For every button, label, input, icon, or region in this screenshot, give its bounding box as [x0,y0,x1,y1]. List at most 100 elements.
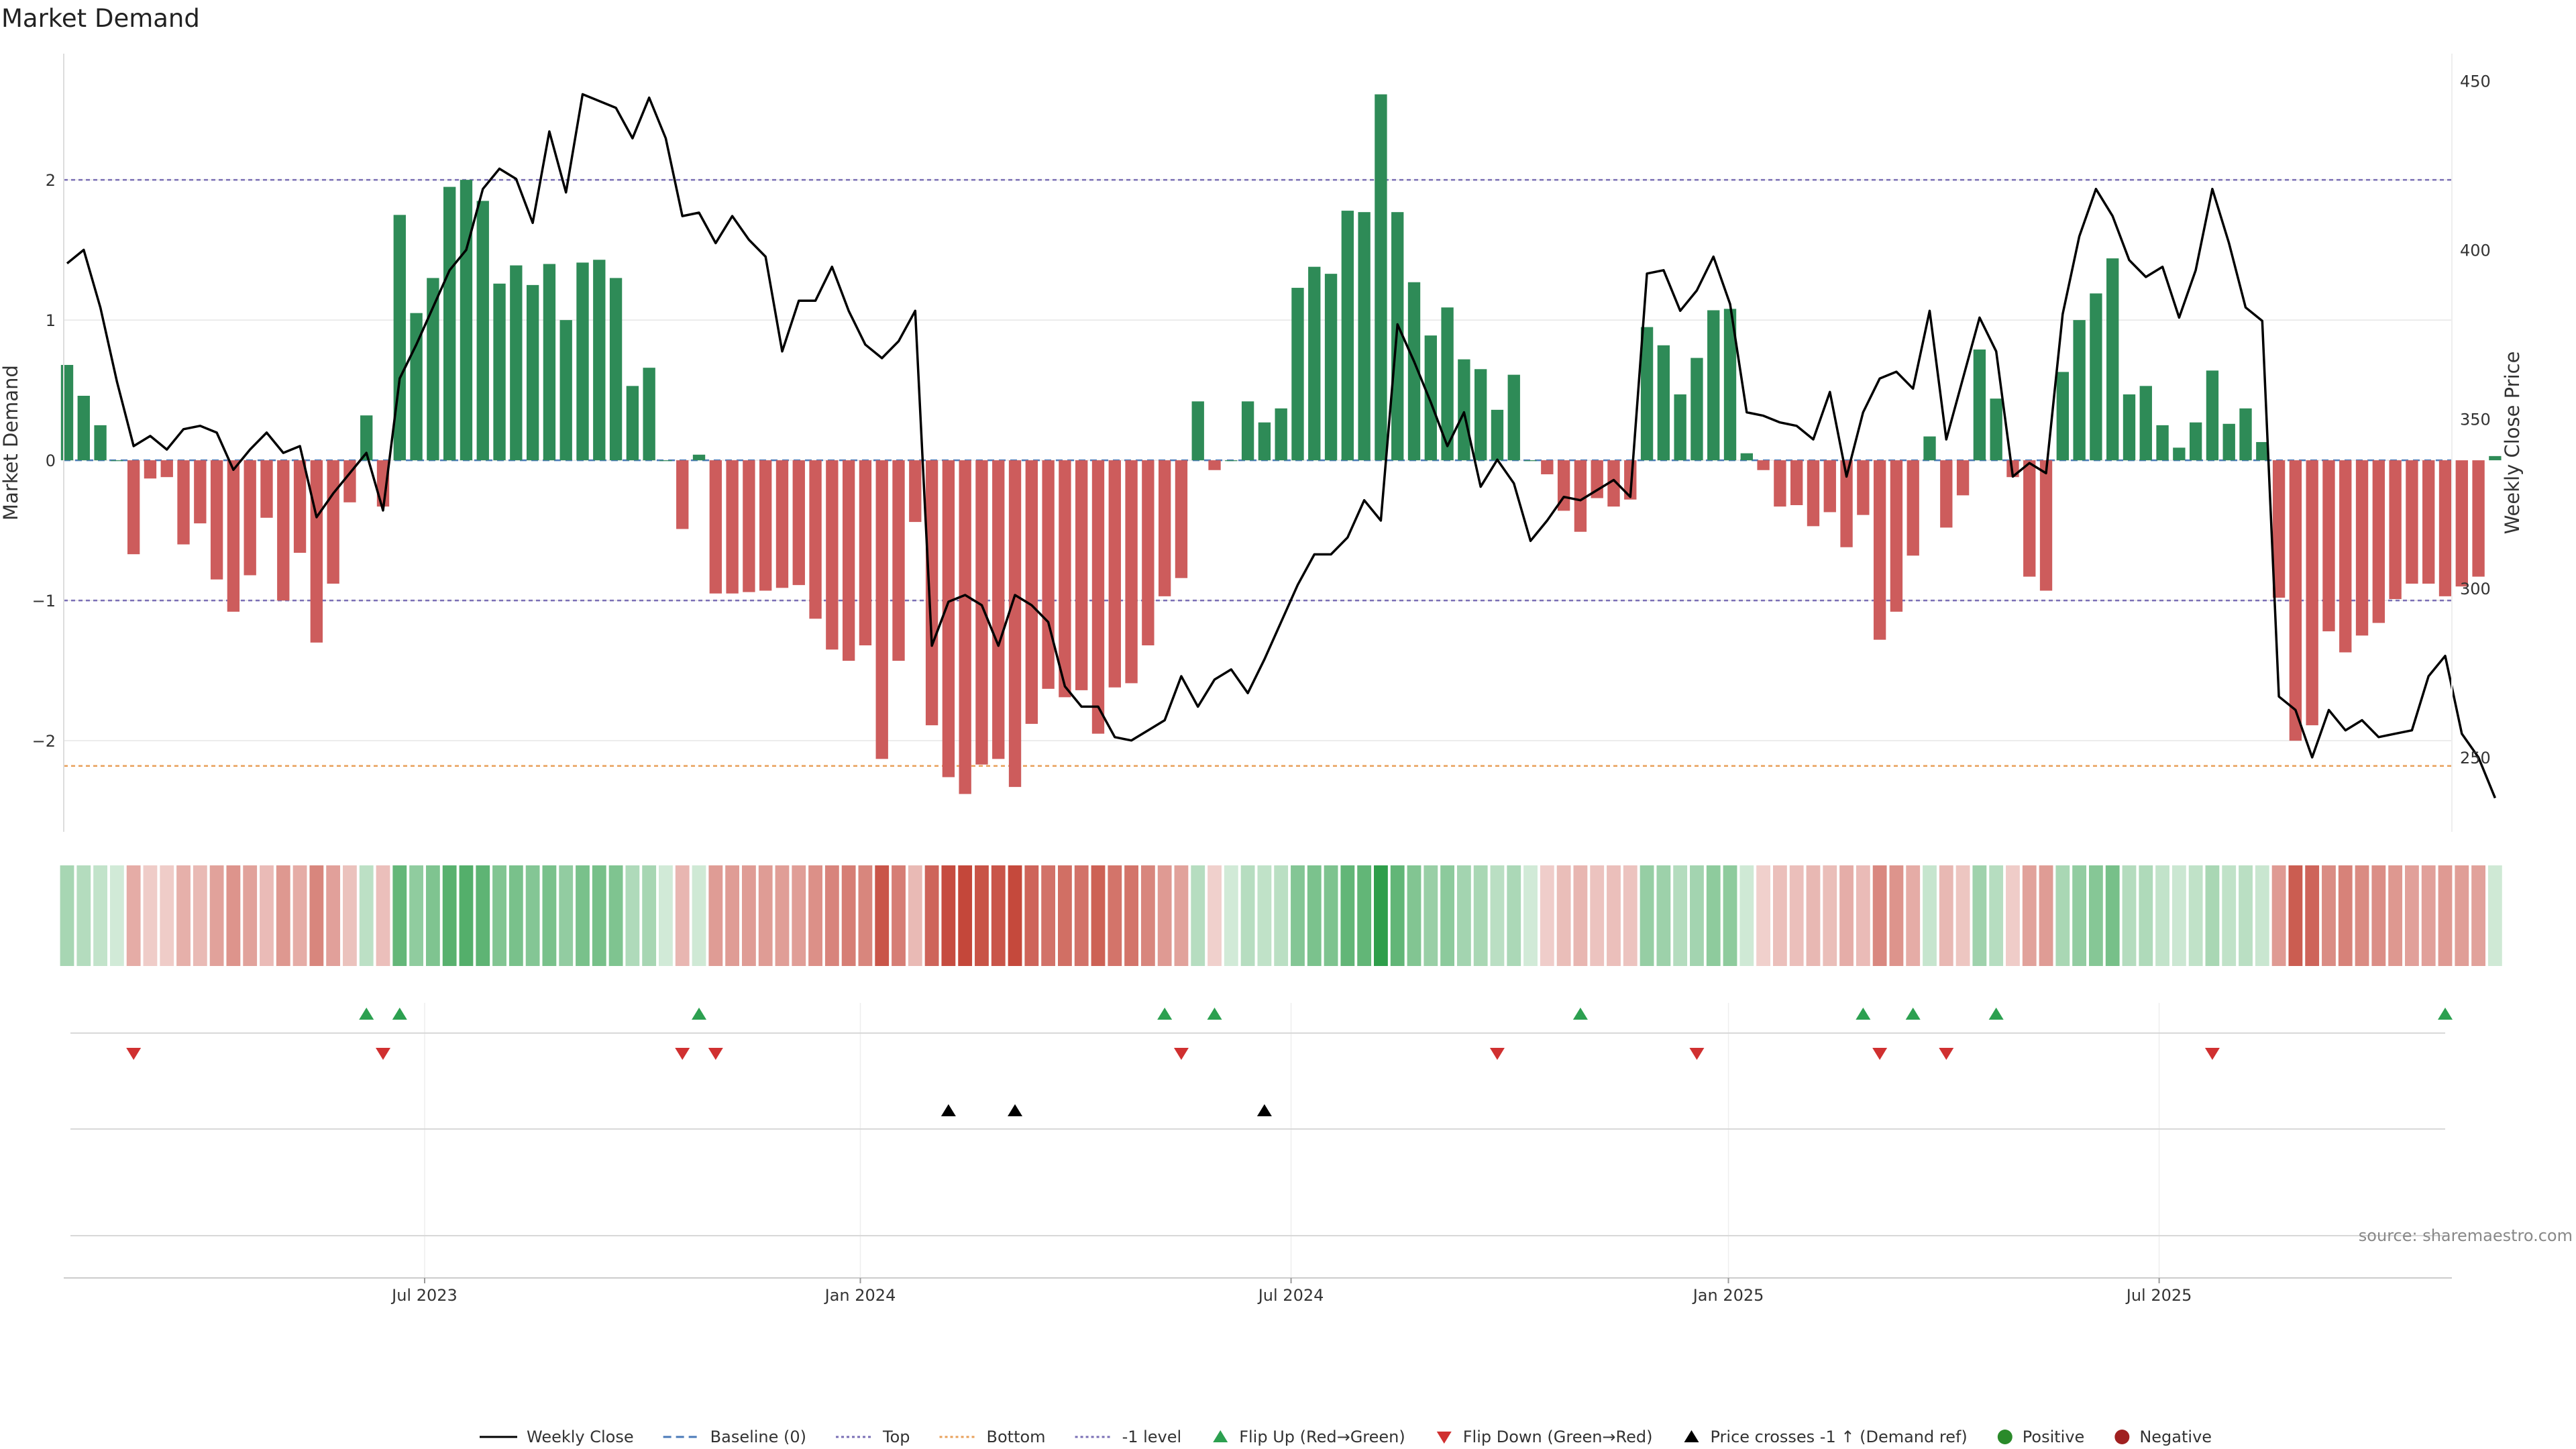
demand-bar [842,460,855,661]
demand-bar [1375,94,1387,461]
demand-bar [959,460,971,794]
heat-cell [1739,865,1754,966]
legend-label: Top [882,1428,910,1446]
heat-cell [1772,865,1787,966]
axes: 2 1 0 −1 −2 450 400 350 300 250 [32,54,2491,832]
flip-up-marker [1207,1008,1222,1020]
demand-bar [859,460,872,646]
y-left-tick-label: 2 [46,171,56,190]
demand-bar [1091,460,1105,734]
legend-label: Price crosses -1 ↑ (Demand ref) [1711,1428,1968,1446]
heat-cell [625,865,640,966]
heat-cell [1523,865,1538,966]
heat-cell [875,865,890,966]
price-cross-marker [1008,1104,1023,1116]
demand-bar [759,460,772,591]
demand-bar [1524,460,1537,462]
demand-bar [1308,266,1321,461]
y-axis-right-label: Weekly Close Price [2501,352,2524,535]
demand-bar [543,264,556,461]
demand-bar [1208,460,1221,470]
heat-cell [243,865,258,966]
demand-bar [1125,460,1138,684]
legend-swatch-triangle-up [1213,1430,1228,1442]
demand-bar [2023,460,2036,577]
demand-bar [2289,460,2302,741]
heat-cell [2239,865,2253,966]
heat-cell [741,865,756,966]
heat-cell [109,865,124,966]
heat-cell [2072,865,2087,966]
y-axis-left-label: Market Demand [0,365,22,521]
heat-cell [2006,865,2020,966]
demand-bar [77,395,90,461]
demand-bar [310,460,323,643]
demand-bar [244,460,256,576]
heat-cell [359,865,374,966]
x-tick-label: Jul 2023 [390,1286,458,1305]
legend-swatch-circle [2114,1430,2130,1444]
heat-cell [2139,865,2153,966]
demand-bar [826,460,839,650]
heat-cell [160,865,174,966]
demand-bar [1108,460,1121,688]
heat-cell [1208,865,1222,966]
demand-bar [676,460,689,529]
heat-cell [2088,865,2103,966]
demand-bar [393,215,406,461]
heat-cell [292,865,307,966]
legend-item: Flip Down (Green→Red) [1436,1428,1653,1446]
demand-bar [2189,422,2202,461]
heat-cell [1590,865,1605,966]
flip-down-marker [126,1048,142,1060]
heat-cell [1640,865,1654,966]
demand-bar [1873,460,1886,640]
demand-bar [1491,409,1504,461]
flip-up-marker [1856,1008,1871,1020]
legend-item: Bottom [939,1428,1046,1446]
demand-bar [1823,460,1836,513]
heat-cell [2055,865,2070,966]
demand-bar [1225,460,1238,462]
heat-cell [1989,865,2004,966]
demand-bar [1291,288,1304,461]
heat-cell [226,865,241,966]
heat-cell [2355,865,2369,966]
heat-cell [1623,865,1638,966]
heat-cell [2338,865,2353,966]
heat-cell [1407,865,1421,966]
legend: Weekly Close Baseline (0) Top Bottom -1 leve… [480,1428,2212,1446]
heat-cell [1041,865,1056,966]
demand-bar [1059,460,1071,698]
demand-bars [60,94,2502,794]
demand-bar [559,320,572,461]
heat-cell [1656,865,1671,966]
demand-bar [526,284,539,461]
heat-cell [476,865,490,966]
legend-item: Flip Up (Red→Green) [1213,1428,1405,1446]
demand-bar [1008,460,1022,788]
heat-cell [824,865,839,966]
heat-cell [958,865,973,966]
demand-bar [2489,455,2502,461]
heat-cell [326,865,341,966]
x-tick-label: Jul 2024 [1257,1286,1324,1305]
heat-cell [708,865,723,966]
heat-cell [1490,865,1505,966]
demand-bar [1907,460,1919,556]
heat-cell [892,865,906,966]
demand-bar [1790,460,1803,506]
demand-bar [1441,307,1454,461]
demand-bar [925,460,938,726]
demand-bar [1507,374,1520,461]
demand-bar [2039,460,2053,591]
heat-cell [1607,865,1621,966]
heat-cell [2438,865,2453,966]
heat-cell [425,865,440,966]
flip-down-marker [675,1048,690,1060]
demand-bar [2389,460,2402,600]
demand-bar [2355,460,2369,636]
heat-cell [991,865,1006,966]
heat-cell [2105,865,2120,966]
heat-cell [276,865,290,966]
